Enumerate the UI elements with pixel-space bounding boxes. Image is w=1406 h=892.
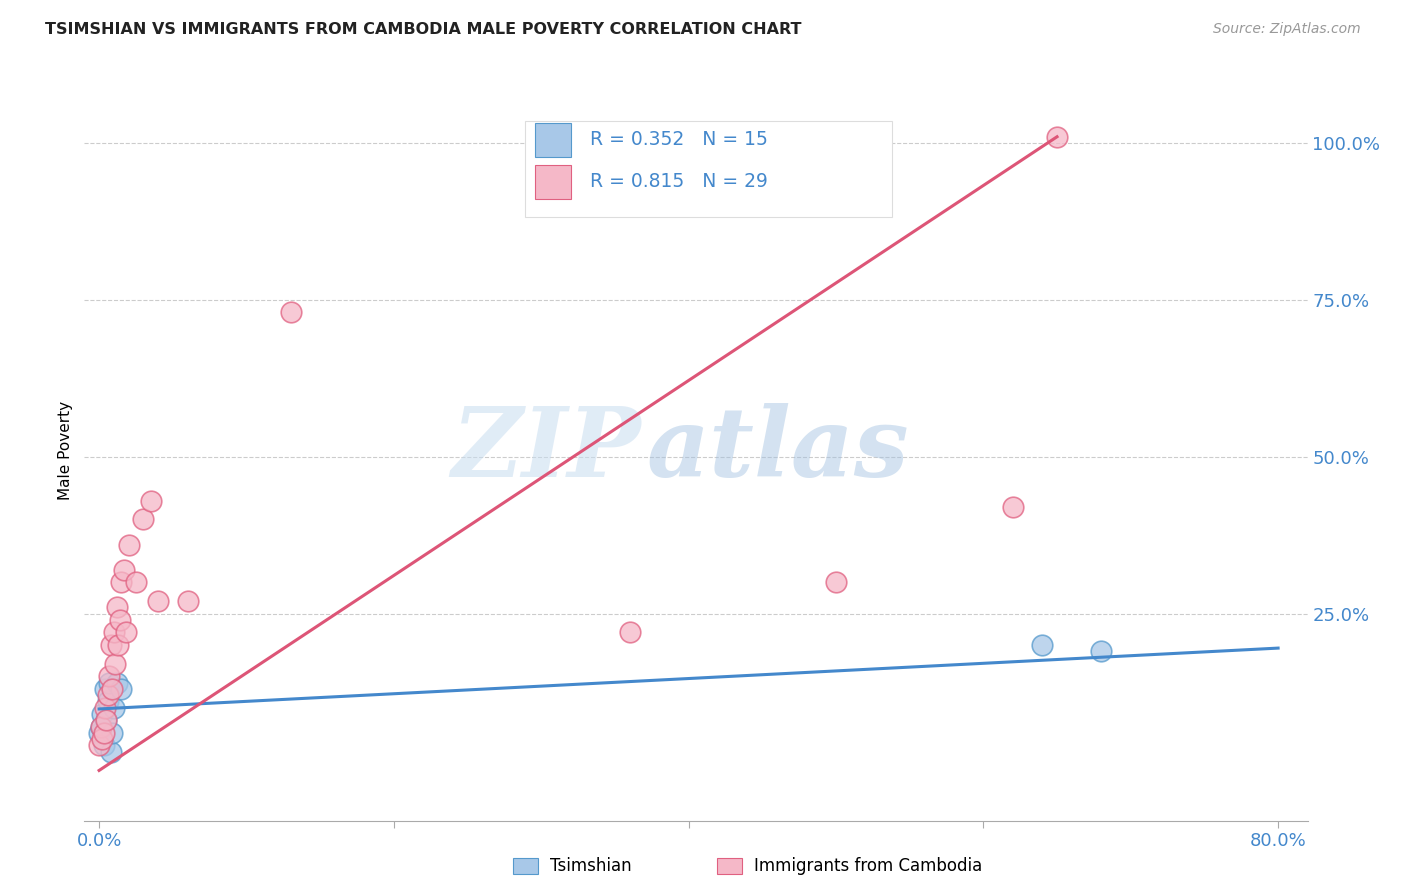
Text: atlas: atlas: [647, 403, 910, 498]
Point: [103, 700, 125, 714]
Text: TSIMSHIAN VS IMMIGRANTS FROM CAMBODIA MALE POVERTY CORRELATION CHART: TSIMSHIAN VS IMMIGRANTS FROM CAMBODIA MA…: [45, 22, 801, 37]
Point: [176, 594, 198, 608]
Point: [96, 713, 118, 727]
Point: [280, 305, 302, 319]
Point: [1001, 500, 1024, 514]
Point: [125, 575, 148, 590]
Point: [94, 681, 117, 696]
Text: ZIP: ZIP: [451, 403, 641, 498]
Point: [146, 594, 169, 608]
Point: [91, 706, 114, 721]
Point: [114, 625, 136, 640]
Point: [93, 739, 115, 753]
Point: [105, 675, 128, 690]
Point: [1090, 644, 1112, 658]
Text: R = 0.815   N = 29: R = 0.815 N = 29: [589, 172, 768, 191]
Point: [93, 726, 115, 740]
Point: [90, 719, 112, 733]
Text: Tsimshian: Tsimshian: [550, 857, 631, 875]
Point: [619, 625, 641, 640]
Point: [97, 694, 120, 708]
Point: [103, 625, 125, 640]
Point: [1031, 638, 1053, 652]
Point: [100, 745, 122, 759]
Point: [105, 600, 128, 615]
Point: [98, 669, 121, 683]
Point: [97, 688, 120, 702]
Point: [107, 638, 129, 652]
Point: [108, 613, 131, 627]
Point: [100, 638, 122, 652]
Point: [104, 657, 127, 671]
Point: [1046, 129, 1069, 144]
Point: [110, 681, 132, 696]
Point: [112, 563, 135, 577]
Bar: [524, 121, 891, 218]
Point: [132, 512, 155, 526]
Text: R = 0.352   N = 15: R = 0.352 N = 15: [589, 130, 768, 149]
Point: [110, 575, 132, 590]
Bar: [534, 123, 571, 156]
Point: [98, 675, 121, 690]
Point: [96, 713, 118, 727]
Text: Immigrants from Cambodia: Immigrants from Cambodia: [754, 857, 981, 875]
Point: [94, 700, 117, 714]
Y-axis label: Male Poverty: Male Poverty: [58, 401, 73, 500]
Point: [101, 726, 124, 740]
Point: [87, 739, 110, 753]
Point: [139, 493, 162, 508]
Point: [87, 726, 110, 740]
Point: [91, 732, 114, 747]
Point: [117, 538, 139, 552]
Text: Source: ZipAtlas.com: Source: ZipAtlas.com: [1213, 22, 1361, 37]
Bar: [534, 165, 571, 199]
Point: [825, 575, 848, 590]
Point: [101, 681, 124, 696]
Point: [90, 719, 112, 733]
